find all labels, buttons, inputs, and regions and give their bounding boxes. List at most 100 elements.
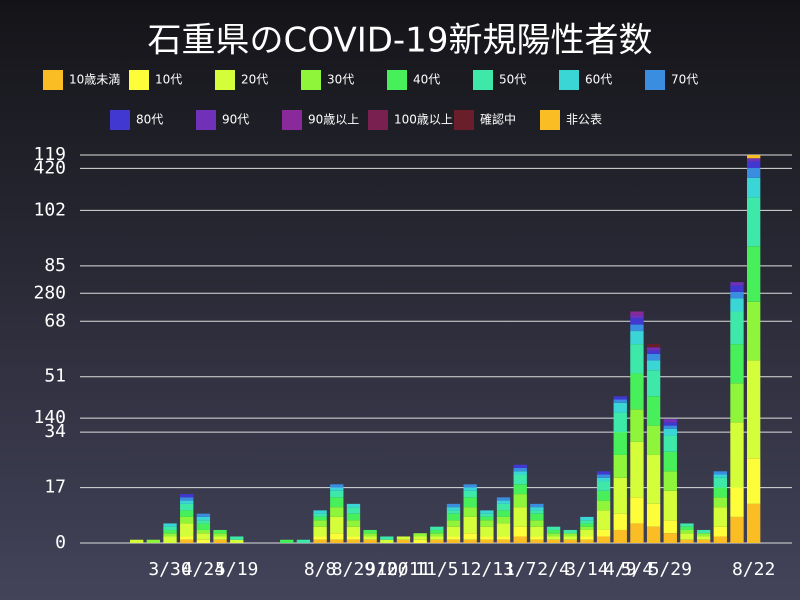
bar-segment <box>630 324 644 332</box>
bar-segment <box>730 298 744 312</box>
bar-segment <box>280 539 294 543</box>
bar-segment <box>480 526 494 537</box>
bar-segment <box>463 487 477 491</box>
legend-label: 60代 <box>585 73 612 87</box>
bar-segment <box>180 523 194 537</box>
bar-segment <box>613 454 627 478</box>
bar-segment <box>346 513 361 521</box>
x-tick-label: 8/8 <box>304 559 337 580</box>
bar-segment <box>596 536 611 543</box>
bar-segment <box>746 458 761 504</box>
bar-segment <box>713 507 727 527</box>
bar-segment <box>463 539 477 543</box>
chart-title: 石重県のCOVID-19新規陽性者数 <box>148 21 653 61</box>
bar-segment <box>463 484 477 488</box>
y-tick-label: 17 <box>44 477 66 498</box>
legend-label: 非公表 <box>566 113 602 127</box>
bar-segment <box>580 539 594 543</box>
bar-segment <box>696 533 711 537</box>
bar-segment <box>313 536 327 540</box>
bar-segment <box>480 510 494 514</box>
bar-segment <box>580 520 594 524</box>
bar-segment <box>446 539 461 543</box>
bar-segment <box>630 344 644 374</box>
bar-segment <box>596 481 611 491</box>
bar-segment <box>213 529 227 534</box>
bar-segment <box>380 536 394 540</box>
bar-segment <box>196 539 211 543</box>
bar-segment <box>463 533 477 540</box>
bar-segment <box>613 402 627 413</box>
bar-segment <box>613 399 627 403</box>
bar-segment <box>163 529 177 534</box>
bar-segment <box>213 536 227 540</box>
legend-swatch <box>43 70 63 90</box>
x-tick-label: 5/4 <box>621 559 654 580</box>
bar-segment <box>396 536 411 540</box>
bar-segment <box>680 533 694 540</box>
bar-segment <box>313 539 327 543</box>
bar-segment <box>746 360 761 459</box>
bar-segment <box>363 533 377 537</box>
bar-segment <box>196 516 211 521</box>
y-tick-label: 0 <box>55 532 66 553</box>
bar-segment <box>496 516 511 524</box>
bar-segment <box>580 529 594 537</box>
bar-segment <box>330 539 344 543</box>
bar-segment <box>663 520 677 534</box>
bar-segment <box>146 539 161 543</box>
bar-segment <box>563 539 577 543</box>
legend-swatch <box>559 70 579 90</box>
legend-label: 80代 <box>136 113 163 127</box>
bar-segment <box>730 487 744 517</box>
bar-segment <box>313 526 327 537</box>
x-tick-label: 11/5 <box>415 559 458 580</box>
bar-segment <box>330 516 344 534</box>
x-tick-label: 4/9 <box>604 559 637 580</box>
bar-segment <box>646 347 661 351</box>
bar-segment <box>130 539 144 543</box>
bar-segment <box>330 490 344 498</box>
bar-segment <box>480 513 494 517</box>
bar-segment <box>180 510 194 517</box>
bar-segment <box>646 370 661 397</box>
bar-segment <box>513 471 527 475</box>
bar-segment <box>230 536 244 540</box>
bar-segment <box>363 529 377 534</box>
y2-tick-label: 140 <box>33 407 66 428</box>
bar-segment <box>330 507 344 517</box>
legend-swatch <box>368 110 388 130</box>
y2-tick-label: 280 <box>33 282 66 303</box>
bar-segment <box>513 494 527 508</box>
bar-segment <box>180 536 194 540</box>
x-tick-label: 5/19 <box>215 559 258 580</box>
bar-segment <box>596 474 611 478</box>
bar-segment <box>596 477 611 482</box>
bar-segment <box>663 490 677 521</box>
bar-segment <box>546 526 561 530</box>
bar-segment <box>630 373 644 410</box>
bar-segment <box>496 523 511 537</box>
bar-segment <box>563 533 577 537</box>
bar-segment <box>713 474 727 478</box>
bar-segment <box>713 487 727 498</box>
bar-segment <box>480 516 494 521</box>
bar-segment <box>746 301 761 361</box>
bar-segment <box>646 360 661 371</box>
bar-segment <box>163 523 177 527</box>
bar-segment <box>213 539 227 543</box>
bar-segment <box>663 419 677 423</box>
bar-segment <box>530 526 544 537</box>
legend-label: 50代 <box>499 73 526 87</box>
bar-segment <box>413 533 427 537</box>
bar-segment <box>713 526 727 537</box>
bar-segment <box>596 500 611 511</box>
legend-label: 10歳未満 <box>69 73 120 87</box>
legend-label: 確認中 <box>480 112 516 127</box>
bar-segment <box>430 533 444 537</box>
bar-segment <box>630 311 644 315</box>
x-tick-label: 2/4 <box>537 559 570 580</box>
bar-segment <box>713 536 727 543</box>
bar-segment <box>196 529 211 534</box>
